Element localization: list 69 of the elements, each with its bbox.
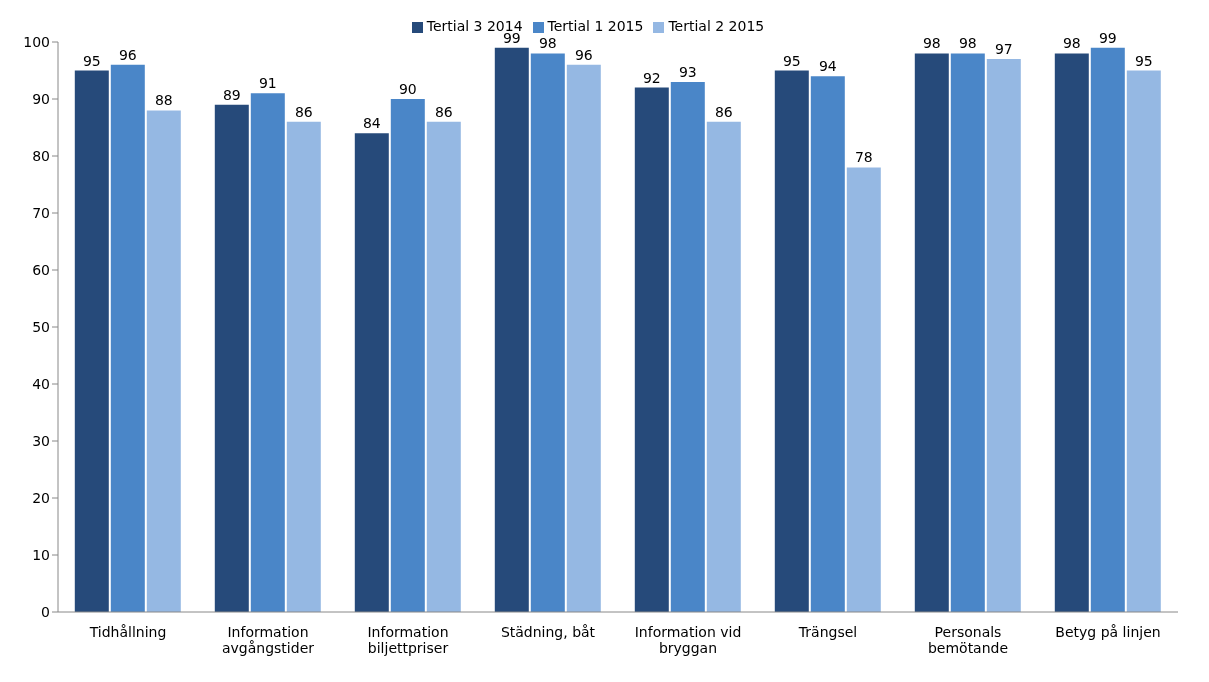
- legend-label: Tertial 3 2014: [426, 18, 523, 34]
- data-label: 89: [222, 86, 241, 103]
- bar: [774, 70, 809, 612]
- y-tick-label: 100: [23, 33, 50, 50]
- data-label: 94: [818, 58, 837, 75]
- data-label: 95: [782, 52, 801, 69]
- y-tick-label: 40: [32, 375, 50, 392]
- bar: [810, 76, 845, 612]
- bar: [634, 87, 669, 612]
- data-label: 98: [958, 35, 977, 52]
- x-tick-label: Tidhållning: [88, 623, 167, 640]
- legend-label: Tertial 2 2015: [668, 18, 765, 34]
- bar: [986, 59, 1021, 612]
- bar: [286, 121, 321, 612]
- x-tick-label: Städning, båt: [500, 623, 596, 640]
- y-tick-label: 70: [32, 204, 50, 221]
- data-label: 97: [994, 41, 1013, 58]
- bar: [250, 93, 285, 612]
- bar: [846, 167, 881, 612]
- data-label: 86: [714, 103, 733, 120]
- data-label: 84: [362, 115, 381, 132]
- data-label: 96: [118, 46, 137, 63]
- bar: [914, 53, 949, 612]
- bar: [950, 53, 985, 612]
- data-label: 95: [82, 52, 101, 69]
- x-tick-label: Information biljettpriser: [367, 623, 449, 656]
- data-label: 98: [538, 35, 557, 52]
- data-label: 98: [1062, 35, 1081, 52]
- data-label: 96: [574, 46, 593, 63]
- data-label: 95: [1134, 52, 1153, 69]
- y-tick-label: 90: [32, 90, 50, 107]
- x-tick-label: Betyg på linjen: [1055, 623, 1161, 640]
- y-tick-label: 10: [32, 546, 50, 563]
- y-tick-label: 30: [32, 432, 50, 449]
- bar: [74, 70, 109, 612]
- y-tick-label: 80: [32, 147, 50, 164]
- x-tick-label: Trängsel: [797, 623, 858, 640]
- bar: [1090, 47, 1125, 612]
- data-label: 78: [854, 149, 873, 166]
- y-tick-label: 60: [32, 261, 50, 278]
- bar: [566, 64, 601, 612]
- bar: [1126, 70, 1161, 612]
- x-tick-label: Information avgångstider: [221, 623, 315, 656]
- bar: [530, 53, 565, 612]
- bar: [494, 47, 529, 612]
- bar: [706, 121, 741, 612]
- x-tick-label: Information vid bryggan: [634, 623, 742, 656]
- data-label: 86: [434, 103, 453, 120]
- bar: [214, 104, 249, 612]
- data-label: 90: [398, 81, 417, 97]
- bar: [390, 99, 425, 612]
- bar: [110, 64, 145, 612]
- data-label: 88: [154, 92, 173, 109]
- bar: [670, 81, 705, 612]
- data-label: 98: [922, 35, 941, 52]
- x-tick-label: Personals bemötande: [927, 623, 1009, 656]
- bar: [426, 121, 461, 612]
- data-label: 99: [1098, 29, 1117, 46]
- legend-label: Tertial 1 2015: [547, 18, 644, 34]
- y-tick-label: 20: [32, 489, 50, 506]
- data-label: 93: [678, 63, 697, 80]
- bar: [146, 110, 181, 612]
- data-label: 91: [258, 75, 277, 92]
- y-tick-label: 50: [32, 318, 50, 335]
- data-label: 86: [294, 103, 313, 120]
- data-label: 92: [642, 69, 661, 86]
- y-tick-label: 0: [41, 603, 50, 620]
- bar: [1054, 53, 1089, 612]
- bar: [354, 133, 389, 612]
